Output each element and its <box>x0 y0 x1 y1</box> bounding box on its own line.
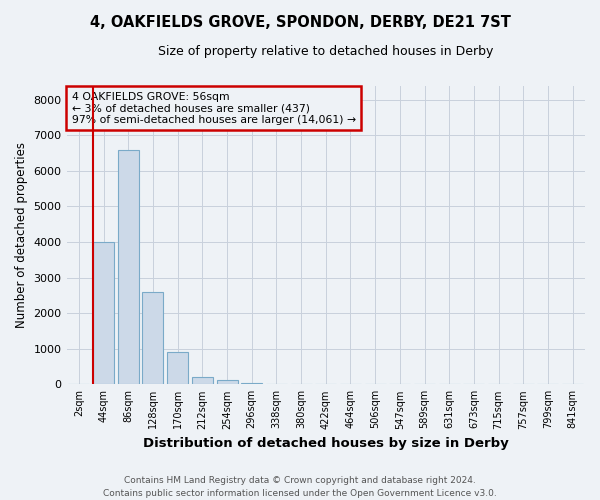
Text: 4, OAKFIELDS GROVE, SPONDON, DERBY, DE21 7ST: 4, OAKFIELDS GROVE, SPONDON, DERBY, DE21… <box>89 15 511 30</box>
Bar <box>93 242 114 384</box>
Bar <box>192 377 213 384</box>
Text: Contains HM Land Registry data © Crown copyright and database right 2024.
Contai: Contains HM Land Registry data © Crown c… <box>103 476 497 498</box>
Bar <box>167 352 188 384</box>
Bar <box>118 150 139 384</box>
X-axis label: Distribution of detached houses by size in Derby: Distribution of detached houses by size … <box>143 437 509 450</box>
Bar <box>241 382 262 384</box>
Y-axis label: Number of detached properties: Number of detached properties <box>15 142 28 328</box>
Text: 4 OAKFIELDS GROVE: 56sqm
← 3% of detached houses are smaller (437)
97% of semi-d: 4 OAKFIELDS GROVE: 56sqm ← 3% of detache… <box>72 92 356 124</box>
Bar <box>142 292 163 384</box>
Title: Size of property relative to detached houses in Derby: Size of property relative to detached ho… <box>158 45 493 58</box>
Bar <box>217 380 238 384</box>
